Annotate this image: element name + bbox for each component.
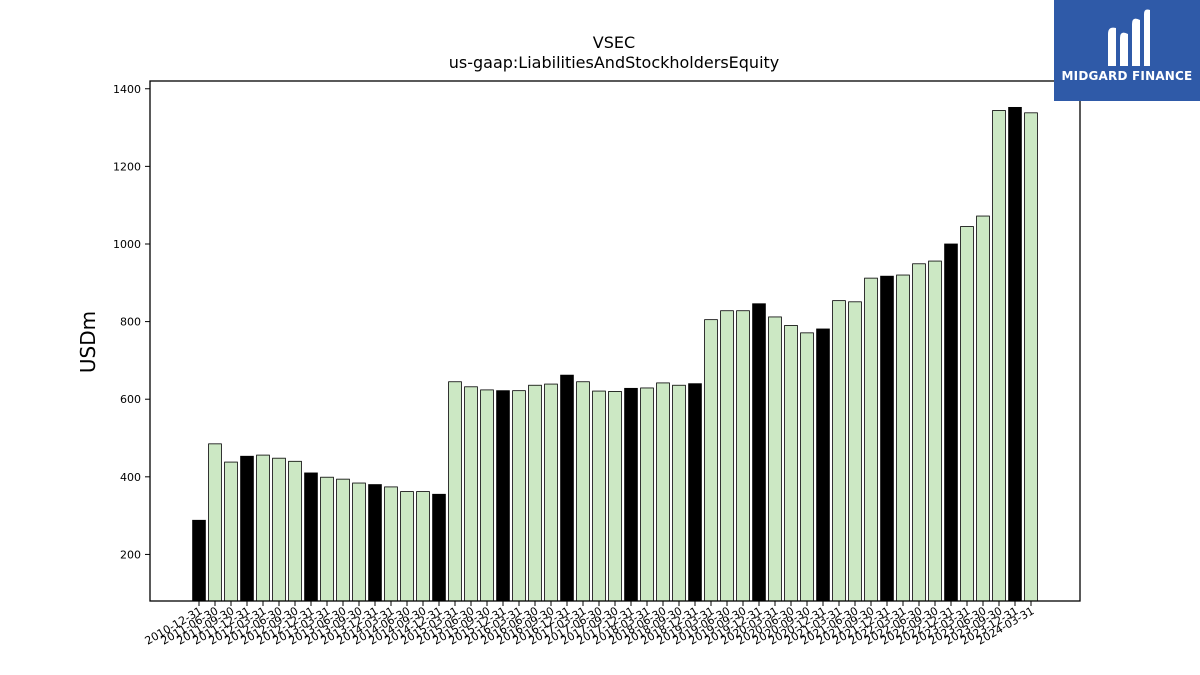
bar-2022-06-30 <box>912 263 926 602</box>
bar-2014-09-30 <box>416 491 430 602</box>
bar-2018-09-30 <box>672 384 686 602</box>
bar-series <box>192 106 1038 602</box>
logo-text: MIDGARD FINANCE <box>1061 69 1193 83</box>
bar-2022-03-31 <box>896 274 910 602</box>
bar-2024-03-31 <box>1024 112 1038 602</box>
bar-2021-03-31 <box>832 300 846 602</box>
bar-2020-12-31 <box>816 328 830 602</box>
bar-2022-12-31 <box>944 243 958 602</box>
bar-2015-06-30 <box>464 386 478 602</box>
bar-2011-06-30 <box>208 443 222 602</box>
bar-2021-12-31 <box>880 275 894 602</box>
bar-2014-03-31 <box>384 486 398 602</box>
x-axis: 2010-12-312011-06-302011-09-302011-12-31… <box>143 601 1037 648</box>
bar-2015-09-30 <box>480 389 494 602</box>
bar-2018-12-31 <box>688 383 702 602</box>
bar-2020-03-31 <box>768 316 782 602</box>
bar-2013-06-30 <box>336 478 350 602</box>
bar-2023-09-30 <box>992 110 1006 602</box>
y-axis: 200 400 600 800 1000 1200 1400 <box>113 83 150 561</box>
bar-2013-09-30 <box>352 482 366 602</box>
bar-2013-12-31 <box>368 484 382 602</box>
bar-2016-09-30 <box>544 383 558 602</box>
midgard-finance-logo: MIDGARD FINANCE <box>1054 0 1200 101</box>
bar-2017-06-30 <box>592 390 606 602</box>
bar-2016-12-31 <box>560 374 574 602</box>
bar-2018-06-30 <box>656 382 670 602</box>
bar-2019-12-31 <box>752 303 766 602</box>
y-tick-label: 200 <box>120 548 141 561</box>
bar-2019-09-30 <box>736 310 750 602</box>
bar-2020-06-30 <box>784 325 798 602</box>
bar-2016-06-30 <box>528 384 542 602</box>
y-tick-label: 400 <box>120 471 141 484</box>
bar-2014-06-30 <box>400 491 414 602</box>
bar-2013-03-31 <box>320 476 334 602</box>
bar-2019-03-31 <box>704 319 718 602</box>
bar-2017-03-31 <box>576 381 590 602</box>
y-tick-label: 600 <box>120 393 141 406</box>
bar-2017-09-30 <box>608 391 622 602</box>
bar-2011-09-30 <box>224 461 238 602</box>
chart-subtitle: us-gaap:LiabilitiesAndStockholdersEquity <box>449 53 780 72</box>
bar-2022-09-30 <box>928 260 942 602</box>
bar-2016-03-31 <box>512 390 526 602</box>
bar-2020-09-30 <box>800 332 814 602</box>
bar-2023-06-30 <box>976 215 990 602</box>
y-tick-label: 1400 <box>113 83 141 96</box>
bar-2021-06-30 <box>848 301 862 602</box>
bar-2012-12-31 <box>304 472 318 602</box>
bar-2018-03-31 <box>640 387 654 602</box>
bar-2019-06-30 <box>720 310 734 602</box>
y-tick-label: 1000 <box>113 238 141 251</box>
chart-title: VSEC <box>593 33 635 52</box>
y-tick-label: 1200 <box>113 160 141 173</box>
bar-2023-12-31 <box>1008 106 1022 602</box>
y-tick-label: 800 <box>120 316 141 329</box>
bar-2015-03-31 <box>448 381 462 602</box>
midgard-logo-icon <box>1108 9 1150 67</box>
bar-2011-12-31 <box>240 455 254 602</box>
bar-2012-03-31 <box>256 454 270 602</box>
y-axis-label: USDm <box>76 311 100 373</box>
bar-2021-09-30 <box>864 277 878 602</box>
bar-2012-06-30 <box>272 457 286 602</box>
bar-2023-03-31 <box>960 226 974 602</box>
bar-2012-09-30 <box>288 460 302 602</box>
bar-2010-12-31 <box>192 519 206 602</box>
bar-2014-12-31 <box>432 493 446 602</box>
bar-2015-12-31 <box>496 390 510 602</box>
bar-2017-12-31 <box>624 387 638 602</box>
